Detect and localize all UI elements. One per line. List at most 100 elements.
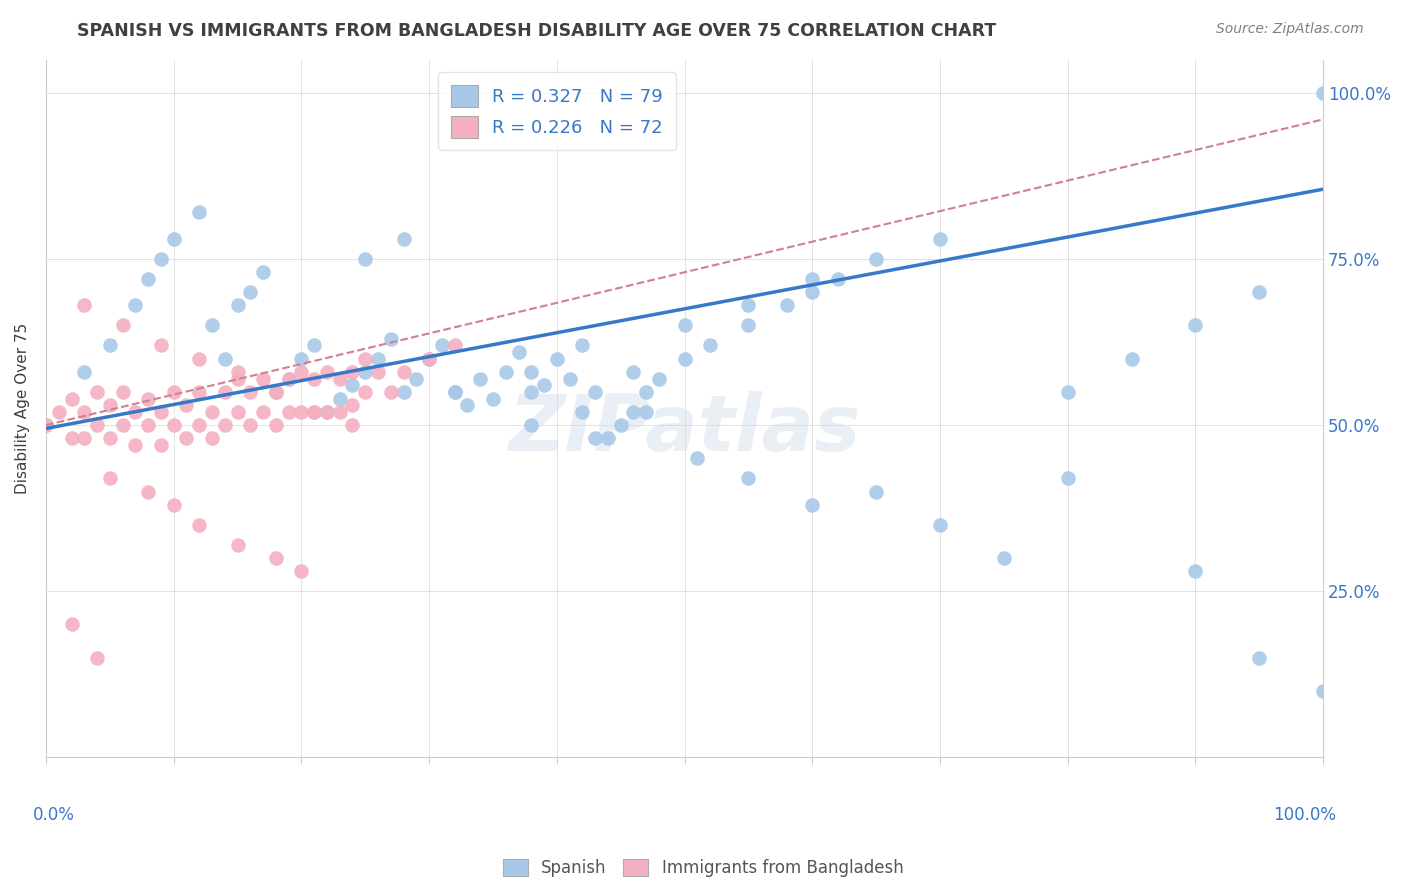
- Point: [609, 418, 631, 433]
- Point: [699, 338, 721, 352]
- Point: [354, 384, 377, 399]
- Point: [596, 431, 619, 445]
- Point: [264, 384, 287, 399]
- Point: [163, 498, 186, 512]
- Point: [623, 365, 645, 379]
- Point: [801, 272, 824, 286]
- Point: [1056, 384, 1078, 399]
- Point: [149, 252, 172, 266]
- Point: [252, 265, 274, 279]
- Point: [136, 418, 159, 433]
- Point: [226, 371, 249, 385]
- Point: [201, 405, 224, 419]
- Point: [226, 538, 249, 552]
- Point: [214, 418, 236, 433]
- Point: [673, 318, 696, 333]
- Point: [636, 405, 658, 419]
- Point: [993, 551, 1015, 566]
- Point: [73, 298, 96, 312]
- Point: [214, 351, 236, 366]
- Point: [392, 384, 415, 399]
- Point: [188, 351, 211, 366]
- Point: [418, 351, 440, 366]
- Point: [98, 431, 121, 445]
- Point: [737, 318, 759, 333]
- Point: [929, 517, 952, 532]
- Point: [188, 418, 211, 433]
- Point: [443, 384, 465, 399]
- Point: [533, 378, 555, 392]
- Point: [124, 438, 146, 452]
- Point: [188, 384, 211, 399]
- Point: [354, 252, 377, 266]
- Point: [482, 392, 505, 406]
- Point: [865, 252, 887, 266]
- Point: [226, 365, 249, 379]
- Point: [124, 298, 146, 312]
- Point: [264, 384, 287, 399]
- Point: [1184, 318, 1206, 333]
- Point: [443, 384, 465, 399]
- Point: [239, 418, 262, 433]
- Point: [636, 384, 658, 399]
- Point: [1184, 564, 1206, 578]
- Text: 100.0%: 100.0%: [1272, 806, 1336, 824]
- Point: [508, 345, 530, 359]
- Text: SPANISH VS IMMIGRANTS FROM BANGLADESH DISABILITY AGE OVER 75 CORRELATION CHART: SPANISH VS IMMIGRANTS FROM BANGLADESH DI…: [77, 22, 997, 40]
- Point: [277, 371, 299, 385]
- Point: [1312, 684, 1334, 698]
- Point: [495, 365, 517, 379]
- Point: [546, 351, 568, 366]
- Point: [163, 232, 186, 246]
- Point: [1121, 351, 1143, 366]
- Point: [623, 405, 645, 419]
- Point: [60, 617, 83, 632]
- Point: [801, 285, 824, 300]
- Point: [558, 371, 581, 385]
- Point: [290, 405, 312, 419]
- Point: [136, 392, 159, 406]
- Y-axis label: Disability Age Over 75: Disability Age Over 75: [15, 323, 30, 494]
- Point: [60, 392, 83, 406]
- Point: [686, 451, 709, 466]
- Point: [86, 384, 108, 399]
- Point: [290, 564, 312, 578]
- Point: [226, 298, 249, 312]
- Point: [520, 384, 543, 399]
- Point: [737, 298, 759, 312]
- Point: [583, 431, 606, 445]
- Point: [405, 371, 427, 385]
- Point: [367, 351, 389, 366]
- Point: [86, 418, 108, 433]
- Point: [98, 398, 121, 412]
- Point: [201, 431, 224, 445]
- Point: [302, 371, 325, 385]
- Point: [35, 418, 58, 433]
- Point: [316, 405, 339, 419]
- Point: [392, 365, 415, 379]
- Point: [1249, 285, 1271, 300]
- Point: [149, 438, 172, 452]
- Point: [239, 384, 262, 399]
- Point: [329, 392, 352, 406]
- Point: [354, 365, 377, 379]
- Point: [60, 431, 83, 445]
- Point: [673, 351, 696, 366]
- Point: [380, 384, 402, 399]
- Point: [73, 405, 96, 419]
- Point: [73, 431, 96, 445]
- Point: [354, 351, 377, 366]
- Point: [252, 371, 274, 385]
- Point: [302, 338, 325, 352]
- Legend: R = 0.327   N = 79, R = 0.226   N = 72: R = 0.327 N = 79, R = 0.226 N = 72: [439, 72, 676, 151]
- Point: [776, 298, 799, 312]
- Point: [342, 378, 364, 392]
- Point: [136, 484, 159, 499]
- Point: [571, 405, 593, 419]
- Point: [929, 232, 952, 246]
- Point: [277, 371, 299, 385]
- Point: [571, 338, 593, 352]
- Point: [470, 371, 492, 385]
- Point: [329, 371, 352, 385]
- Point: [520, 418, 543, 433]
